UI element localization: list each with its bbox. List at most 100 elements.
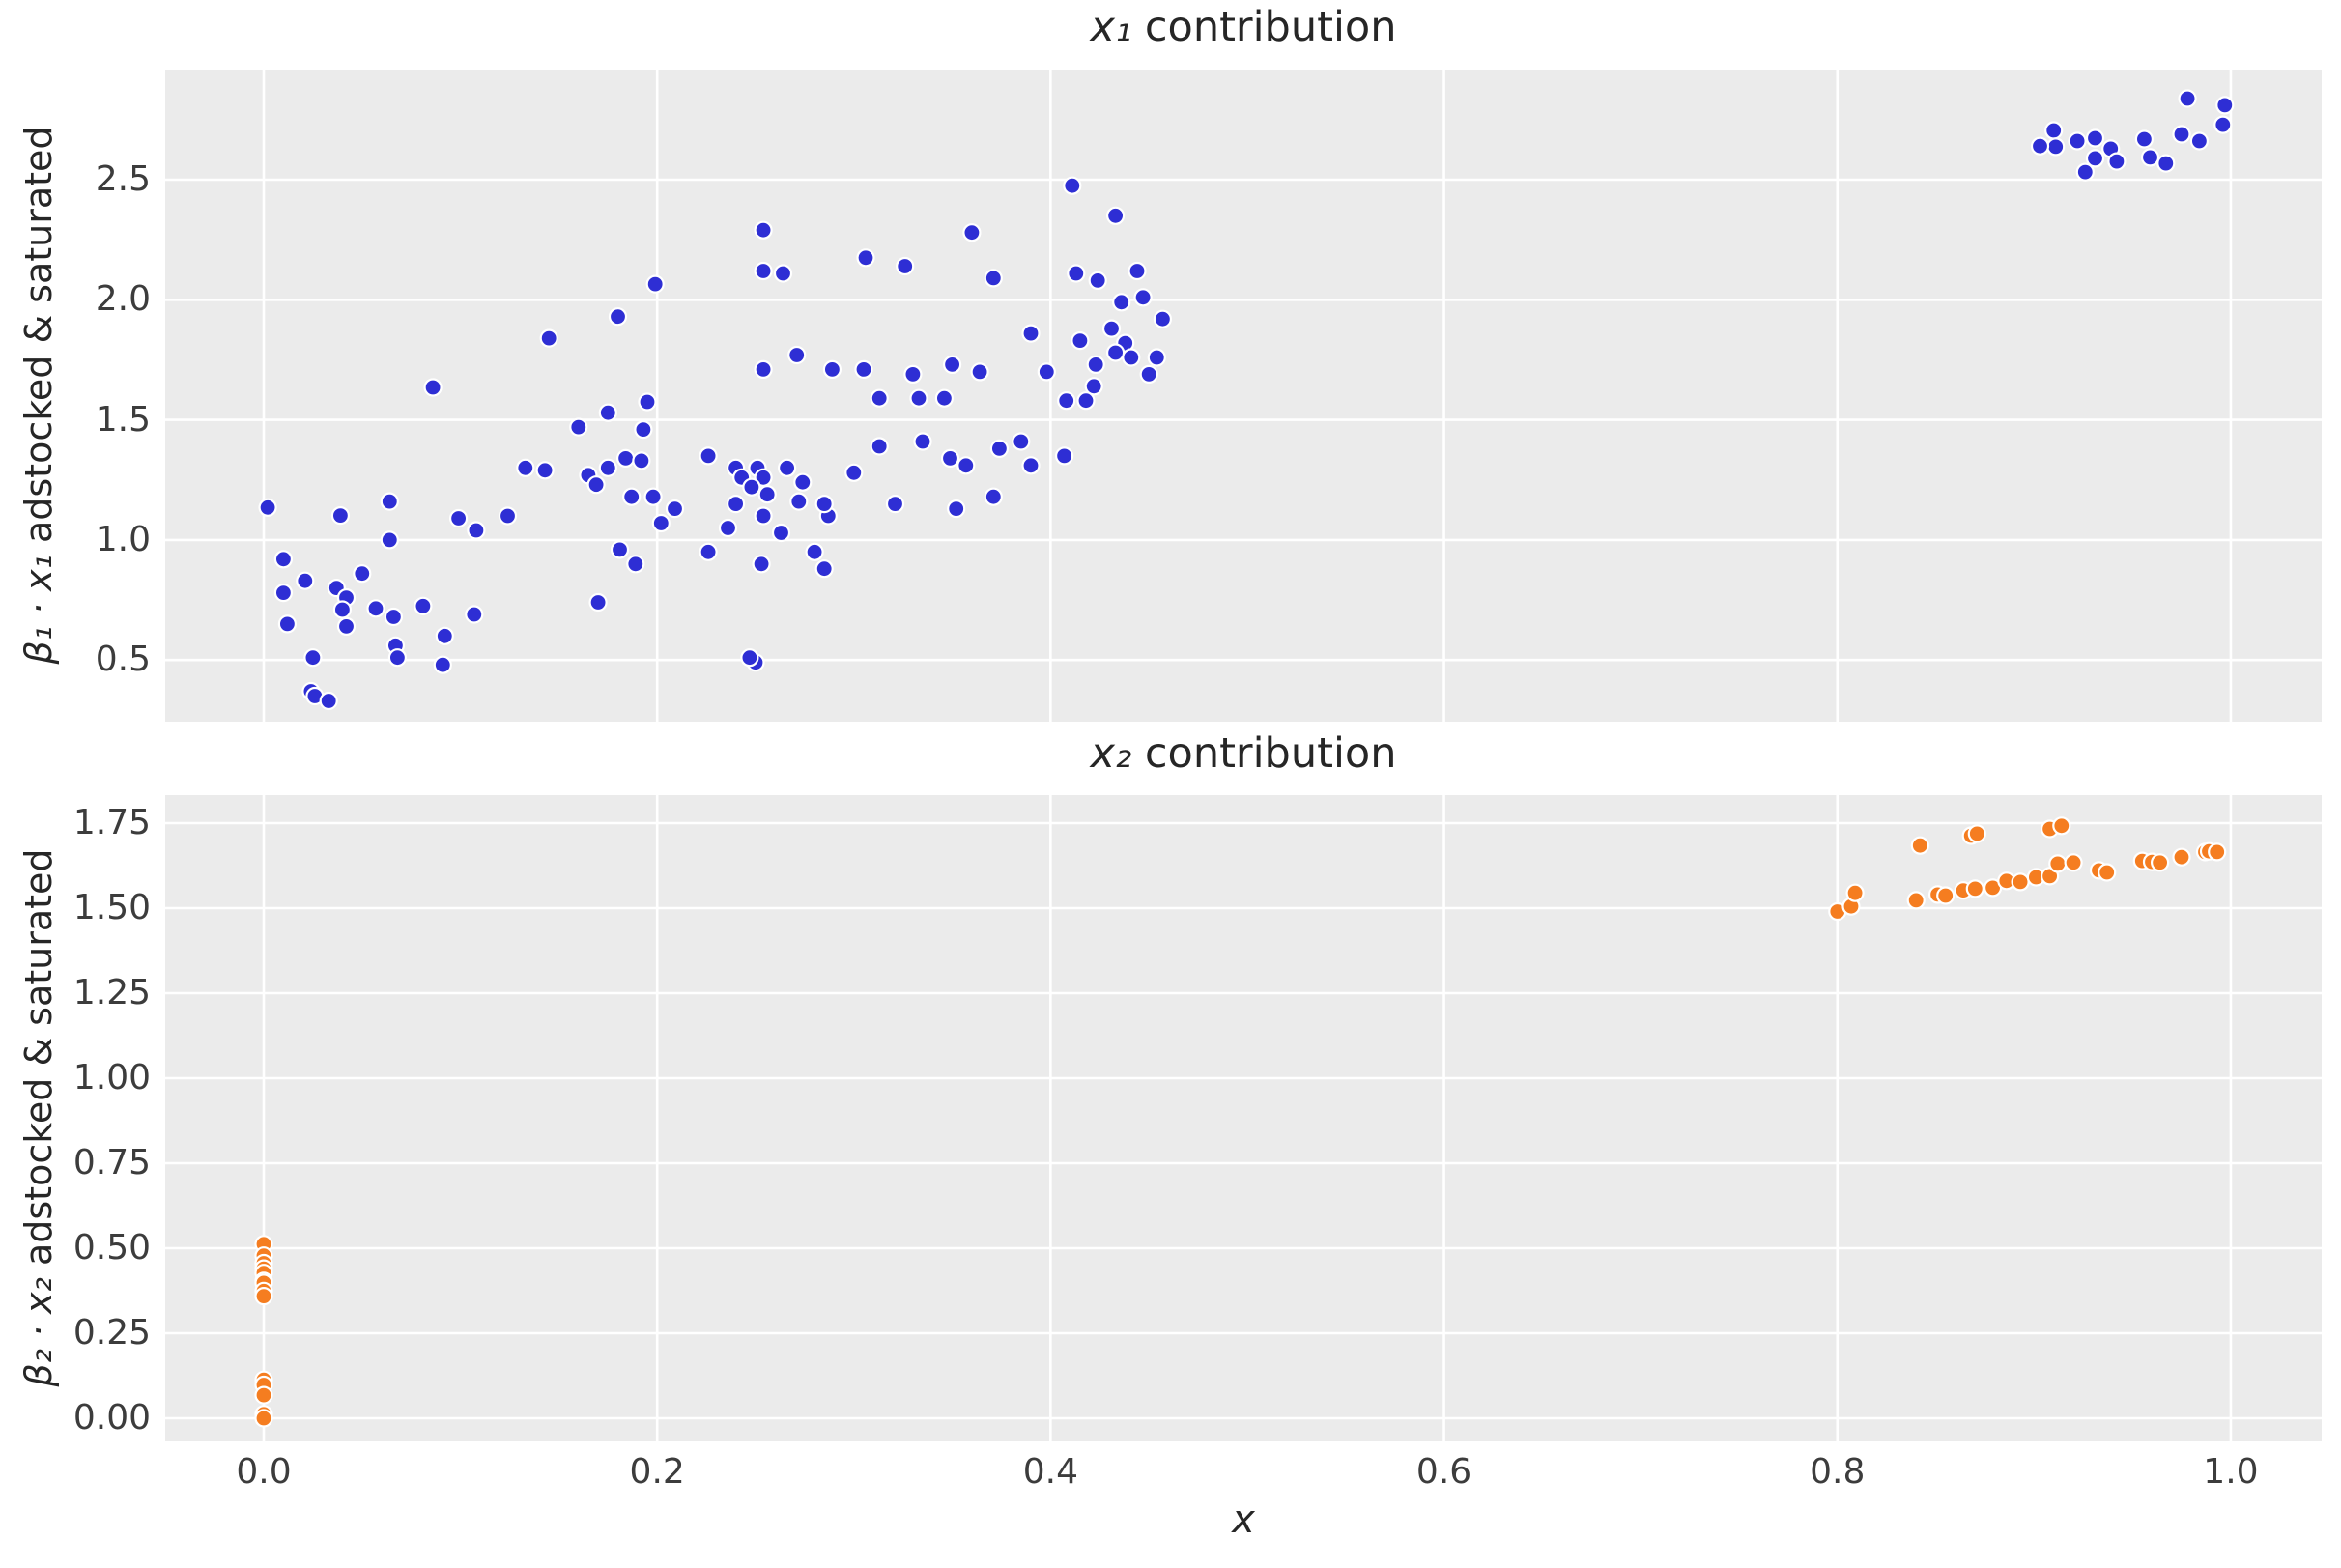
data-point (2011, 872, 2030, 892)
data-point (366, 599, 385, 618)
data-point (814, 559, 834, 579)
x-axis-label: x (1232, 1497, 1255, 1542)
y-tick-label: 0.5 (95, 640, 151, 680)
data-point (1076, 391, 1096, 411)
data-point (754, 359, 773, 379)
data-point (870, 388, 889, 408)
data-point (626, 555, 645, 574)
data-point (1147, 348, 1166, 367)
y-tick-label: 0.50 (72, 1227, 151, 1268)
data-point (1054, 446, 1074, 466)
data-point (771, 523, 791, 543)
data-point (1128, 261, 1147, 281)
x-tick-label: 1.0 (2203, 1452, 2259, 1492)
data-point (844, 463, 864, 482)
data-point (757, 485, 777, 504)
data-point (1021, 456, 1041, 475)
data-point (699, 446, 718, 466)
data-point (1105, 343, 1126, 362)
data-point (2048, 854, 2068, 873)
data-point (387, 648, 407, 668)
data-point (1084, 377, 1103, 396)
data-point (1910, 836, 1929, 855)
data-point (535, 461, 555, 480)
data-point (1086, 355, 1105, 374)
data-point (805, 542, 824, 561)
data-point (414, 596, 433, 615)
data-point (1153, 309, 1173, 328)
data-point (942, 355, 962, 374)
data-point (608, 307, 628, 327)
data-point (277, 614, 298, 634)
data-point (433, 655, 452, 674)
y-tick-label: 1.75 (72, 803, 151, 842)
data-point (1021, 324, 1041, 343)
data-point (380, 530, 399, 550)
data-point (643, 487, 663, 506)
scatter-panel-x2 (165, 795, 2322, 1441)
data-point (726, 495, 746, 514)
data-point (989, 439, 1010, 458)
data-point (569, 417, 588, 437)
data-point (773, 264, 793, 283)
data-point (1845, 883, 1865, 902)
data-point (885, 495, 905, 514)
data-point (2075, 162, 2095, 182)
data-point (2064, 853, 2083, 872)
data-point (2178, 89, 2197, 108)
data-point (2134, 129, 2154, 149)
data-point (1012, 432, 1031, 451)
data-point (909, 388, 928, 408)
data-point (1906, 891, 1926, 910)
data-point (2046, 137, 2066, 157)
data-point (2052, 816, 2071, 836)
data-point (435, 626, 454, 645)
data-point (742, 477, 761, 497)
data-point (586, 475, 606, 495)
data-point (822, 359, 842, 379)
scatter-svg-0 (165, 70, 2322, 722)
data-point (330, 506, 350, 526)
data-point (787, 345, 807, 365)
y-tick-label: 0.00 (72, 1397, 151, 1438)
data-point (1967, 824, 1986, 843)
chart-title-x2-text: contribution (1131, 729, 1397, 778)
data-point (665, 499, 685, 519)
data-point (1122, 348, 1141, 367)
data-point (2030, 136, 2050, 156)
data-point (740, 648, 759, 668)
data-point (1057, 391, 1076, 411)
data-point (699, 542, 718, 561)
data-point (1105, 206, 1126, 225)
y-tick-label: 0.25 (72, 1312, 151, 1353)
x-tick-label: 0.0 (236, 1452, 292, 1492)
data-point (380, 492, 399, 511)
y-tick-label: 1.50 (72, 888, 151, 927)
chart-title-x2-math: x₂ (1090, 729, 1132, 778)
data-point (854, 359, 873, 379)
y-axis-label-x2: β₂ · x₂ adstocked & saturated (17, 848, 60, 1386)
data-point (903, 364, 923, 384)
chart-title-x1-math: x₁ (1090, 3, 1132, 51)
data-point (984, 487, 1003, 506)
data-point (913, 432, 932, 451)
data-point (467, 521, 486, 540)
y-tick-label: 2.5 (95, 159, 151, 199)
data-point (296, 571, 315, 590)
y-axis-label-x1-text: adstocked & saturated (17, 126, 60, 556)
y-tick-label: 1.00 (72, 1057, 151, 1098)
data-point (598, 458, 617, 477)
data-point (2044, 121, 2064, 140)
data-point (2156, 154, 2176, 173)
data-point (332, 600, 352, 619)
data-point (856, 248, 875, 268)
x-tick-label: 0.4 (1022, 1452, 1079, 1492)
data-point (1965, 879, 1984, 898)
data-point (651, 513, 671, 533)
data-point (303, 648, 323, 668)
x-tick-label: 0.6 (1415, 1452, 1472, 1492)
data-point (258, 498, 277, 517)
data-point (2107, 152, 2127, 171)
chart-title-x2: x₂ contribution (1090, 729, 1397, 778)
data-point (273, 583, 294, 603)
